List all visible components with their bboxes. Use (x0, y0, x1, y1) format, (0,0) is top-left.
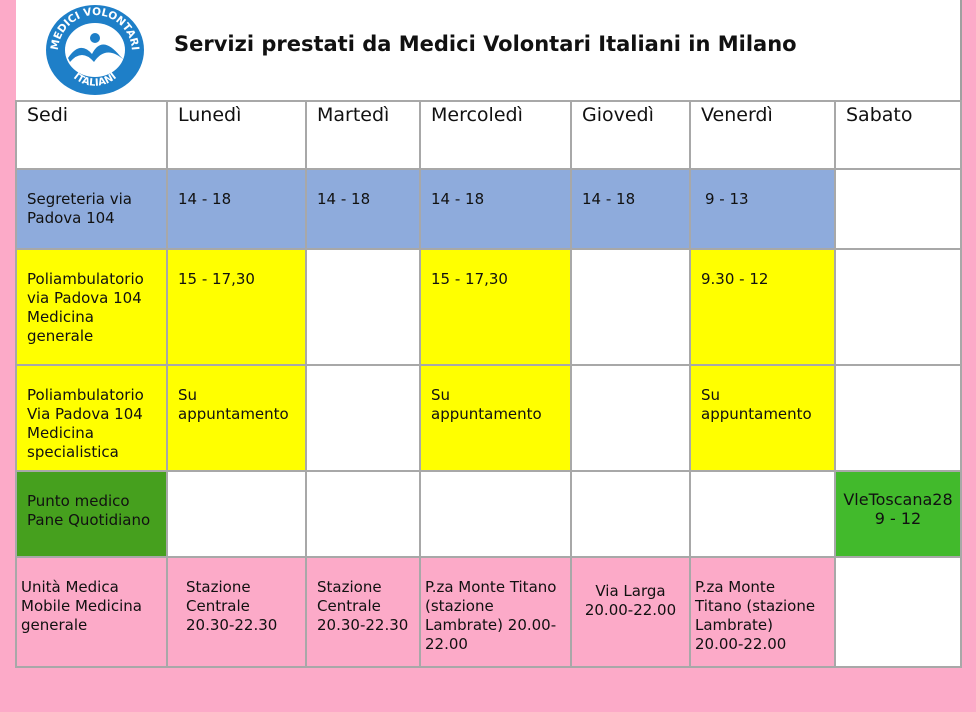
row-label: Unità Medica Mobile Medicina generale (15, 556, 168, 668)
schedule-cell: 14 - 18 (166, 168, 307, 250)
schedule-cell: 15 - 17,30 (419, 248, 572, 366)
header: MEDICI VOLONTARI ITALIANI Servizi presta… (16, 0, 962, 100)
row-label: Poliambulatorio via Padova 104 Medicina … (15, 248, 168, 366)
row-label: Segreteria via Padova 104 (15, 168, 168, 250)
column-header-mercoledi: Mercoledì (419, 100, 572, 170)
table-row-unita-mobile: Unità Medica Mobile Medicina generale St… (15, 556, 962, 668)
schedule-cell: 14 - 18 (419, 168, 572, 250)
header-row: Sedi Lunedì Martedì Mercoledì Giovedì Ve… (15, 100, 962, 170)
schedule-cell: P.za Monte Titano (stazione Lambrate) 20… (689, 556, 836, 668)
column-header-lunedi: Lunedì (166, 100, 307, 170)
schedule-cell: Su appuntamento (166, 364, 307, 472)
schedule-cell (689, 470, 836, 558)
schedule-cell (419, 470, 572, 558)
schedule-cell-toscana: VleToscana28 9 - 12 (834, 470, 962, 558)
row-label: Poliambulatorio Via Padova 104 Medicina … (15, 364, 168, 472)
schedule-cell: Stazione Centrale 20.30-22.30 (166, 556, 307, 668)
row-label: Punto medico Pane Quotidiano (15, 470, 168, 558)
page-title: Servizi prestati da Medici Volontari Ita… (174, 32, 797, 56)
column-header-sabato: Sabato (834, 100, 962, 170)
schedule-cell (570, 248, 691, 366)
schedule-cell (305, 470, 421, 558)
schedule-cell (570, 470, 691, 558)
table-row-poliambulatorio-generale: Poliambulatorio via Padova 104 Medicina … (15, 248, 962, 366)
schedule-cell: Su appuntamento (689, 364, 836, 472)
schedule-cell (166, 470, 307, 558)
schedule-cell (834, 364, 962, 472)
column-header-sedi: Sedi (15, 100, 168, 170)
column-header-venerdi: Venerdì (689, 100, 836, 170)
schedule-cell: 14 - 18 (570, 168, 691, 250)
logo-icon: MEDICI VOLONTARI ITALIANI (46, 5, 144, 95)
schedule-cell (570, 364, 691, 472)
svg-text:ITALIANI: ITALIANI (71, 71, 118, 89)
schedule-cell: 9 - 13 (689, 168, 836, 250)
logo-bottom-text: ITALIANI (71, 71, 118, 89)
schedule-cell: P.za Monte Titano (stazione Lambrate) 20… (419, 556, 572, 668)
schedule-cell (305, 364, 421, 472)
schedule-table: Sedi Lunedì Martedì Mercoledì Giovedì Ve… (15, 100, 962, 668)
schedule-cell: Via Larga 20.00-22.00 (570, 556, 691, 668)
schedule-cell (834, 556, 962, 668)
schedule-cell (834, 168, 962, 250)
schedule-cell: 15 - 17,30 (166, 248, 307, 366)
schedule-cell (305, 248, 421, 366)
schedule-cell: 14 - 18 (305, 168, 421, 250)
schedule-cell: 9.30 - 12 (689, 248, 836, 366)
table-row-segreteria: Segreteria via Padova 104 14 - 18 14 - 1… (15, 168, 962, 250)
table-row-punto-medico: Punto medico Pane Quotidiano VleToscana2… (15, 470, 962, 558)
table-row-poliambulatorio-specialistica: Poliambulatorio Via Padova 104 Medicina … (15, 364, 962, 472)
schedule-cell (834, 248, 962, 366)
schedule-cell: Su appuntamento (419, 364, 572, 472)
column-header-giovedi: Giovedì (570, 100, 691, 170)
column-header-martedi: Martedì (305, 100, 421, 170)
schedule-cell: Stazione Centrale 20.30-22.30 (305, 556, 421, 668)
